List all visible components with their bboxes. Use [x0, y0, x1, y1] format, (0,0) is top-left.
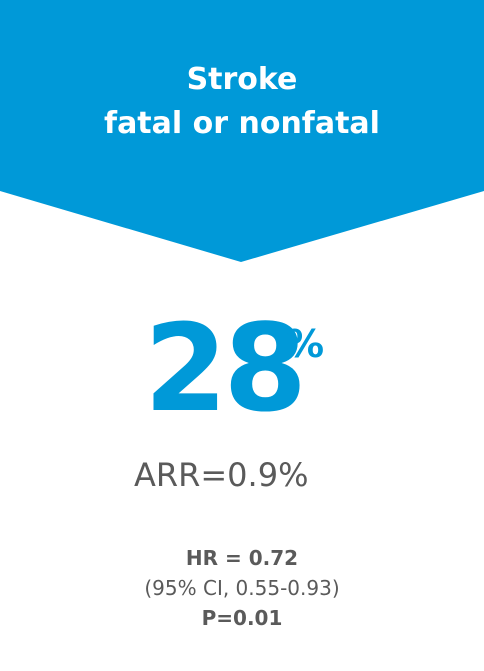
hazard-ratio: HR = 0.72 — [0, 543, 484, 573]
arr-value: ARR=0.9% — [134, 455, 308, 495]
banner-title: Stroke fatal or nonfatal — [0, 58, 484, 146]
headline-value: 28 — [144, 300, 303, 440]
title-banner: Stroke fatal or nonfatal — [0, 0, 484, 262]
confidence-interval: (95% CI, 0.55-0.93) — [0, 573, 484, 603]
headline-unit: % — [286, 322, 324, 366]
banner-title-line-2: fatal or nonfatal — [0, 102, 484, 146]
p-value: P=0.01 — [0, 603, 484, 633]
banner-title-line-1: Stroke — [0, 58, 484, 102]
statistics-block: HR = 0.72 (95% CI, 0.55-0.93) P=0.01 — [0, 543, 484, 633]
